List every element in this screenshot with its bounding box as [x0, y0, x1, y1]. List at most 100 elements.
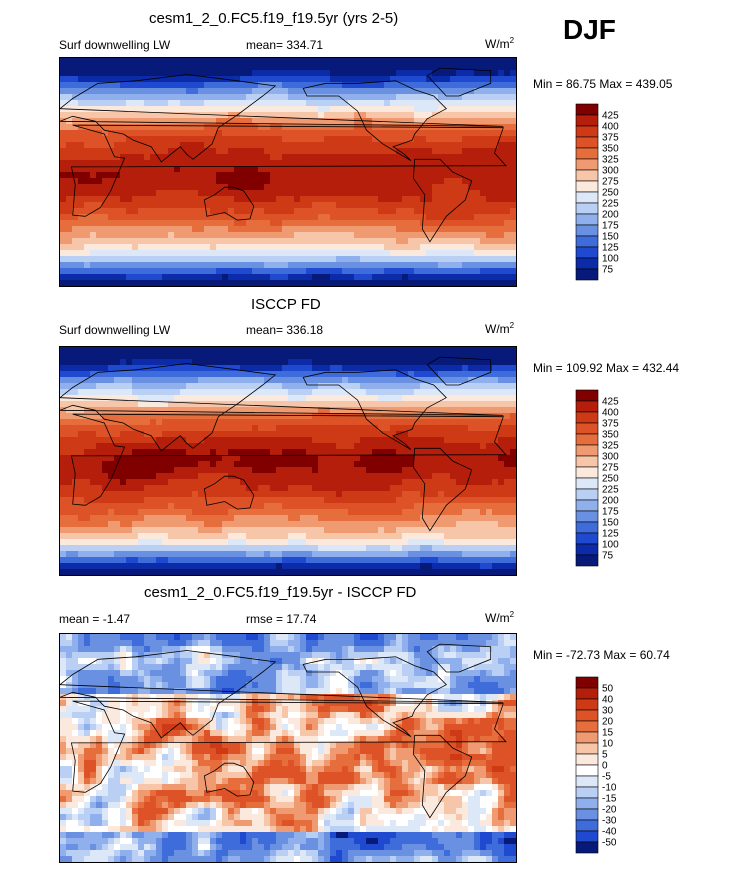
map-cell [180, 70, 187, 77]
map-cell [168, 178, 175, 185]
map-cell [480, 70, 487, 77]
map-cell [348, 172, 355, 179]
map-cell [228, 274, 235, 281]
map-cell [90, 190, 97, 197]
map-cell [294, 353, 301, 360]
map-cell [432, 359, 439, 366]
map-cell [342, 202, 349, 209]
map-cell [216, 479, 223, 486]
map-cell [114, 401, 121, 408]
map-cell [450, 353, 457, 360]
map-cell [444, 274, 451, 281]
map-cell [420, 491, 427, 498]
map-cell [78, 196, 85, 203]
map-cell [474, 208, 481, 215]
map-cell [492, 202, 499, 209]
map-cell [408, 455, 415, 462]
map-cell [330, 196, 337, 203]
map-cell [90, 419, 97, 426]
map-cell [246, 491, 253, 498]
map-cell [126, 443, 133, 450]
map-cell [330, 455, 337, 462]
map-cell [162, 238, 169, 245]
map-cell [450, 479, 457, 486]
map-cell [276, 389, 283, 396]
map-cell [210, 419, 217, 426]
map-cell [108, 142, 115, 149]
map-cell [78, 244, 85, 251]
map-cell [342, 148, 349, 155]
map-cell [360, 280, 367, 286]
map-cell [414, 437, 421, 444]
map-cell [402, 94, 409, 101]
map-cell [162, 94, 169, 101]
map-cell [492, 467, 499, 474]
map-cell [168, 365, 175, 372]
map-cell [204, 485, 211, 492]
map-cell [174, 377, 181, 384]
map-cell [252, 190, 259, 197]
map-cell [498, 250, 505, 257]
map-cell [390, 473, 397, 480]
map-cell [264, 136, 271, 143]
map-cell [138, 401, 145, 408]
map-cell [294, 479, 301, 486]
map-cell [72, 443, 79, 450]
map-cell [456, 479, 463, 486]
map-cell [462, 274, 469, 281]
map-cell [162, 232, 169, 239]
map-cell [426, 112, 433, 119]
map-cell [450, 280, 457, 286]
map-cell [294, 389, 301, 396]
map-cell [192, 371, 199, 378]
map-cell [486, 94, 493, 101]
map-cell [90, 118, 97, 125]
map-cell [210, 473, 217, 480]
map-cell [498, 449, 505, 456]
map-cell [60, 154, 67, 161]
map-cell [72, 202, 79, 209]
map-cell [426, 196, 433, 203]
map-cell [420, 154, 427, 161]
map-cell [216, 425, 223, 432]
map-cell [498, 479, 505, 486]
map-cell [324, 70, 331, 77]
map-cell [114, 130, 121, 137]
map-cell [150, 136, 157, 143]
map-cell [492, 142, 499, 149]
map-cell [96, 88, 103, 95]
map-cell [150, 280, 157, 286]
map-cell [162, 118, 169, 125]
map-cell [204, 425, 211, 432]
map-cell [168, 160, 175, 167]
map-cell [354, 419, 361, 426]
map-cell [288, 461, 295, 468]
map-cell [414, 112, 421, 119]
map-cell [192, 425, 199, 432]
map-cell [132, 202, 139, 209]
map-cell [450, 262, 457, 269]
map-cell [102, 395, 109, 402]
map-cell [414, 220, 421, 227]
map-cell [510, 232, 516, 239]
map-cell [78, 88, 85, 95]
map-cell [426, 491, 433, 498]
map-cell [66, 497, 73, 504]
map-cell [114, 262, 121, 269]
map-cell [294, 244, 301, 251]
map-cell [384, 214, 391, 221]
map-cell [72, 371, 79, 378]
map-cell [354, 130, 361, 137]
map-cell [138, 238, 145, 245]
map-cell [378, 178, 385, 185]
map-cell [336, 437, 343, 444]
map-cell [426, 202, 433, 209]
map-cell [240, 461, 247, 468]
map-cell [168, 172, 175, 179]
map-cell [96, 154, 103, 161]
map-cell [390, 377, 397, 384]
map-cell [462, 383, 469, 390]
map-cell [312, 64, 319, 71]
map-cell [456, 208, 463, 215]
map-cell [510, 377, 516, 384]
